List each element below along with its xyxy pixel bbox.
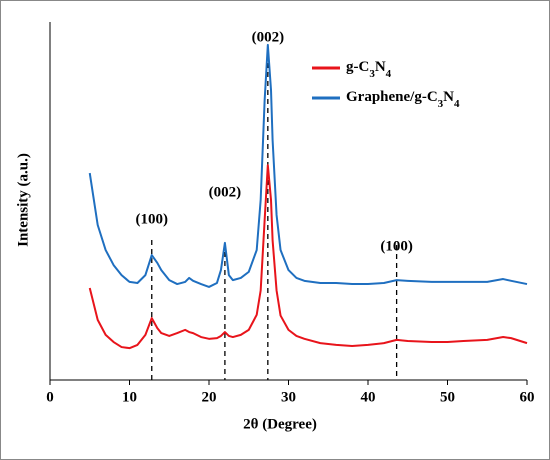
x-tick-label: 50 xyxy=(440,389,455,405)
x-tick-label: 20 xyxy=(202,389,217,405)
x-tick-label: 10 xyxy=(122,389,137,405)
x-tick-label: 30 xyxy=(281,389,296,405)
annotation: (002) xyxy=(252,29,285,45)
x-tick-label: 40 xyxy=(361,389,376,405)
annotation: (100) xyxy=(380,238,413,254)
x-tick-label: 0 xyxy=(46,389,54,405)
y-axis-label: Intensity (a.u.) xyxy=(15,153,31,247)
legend-label: Graphene/g-C3N4 xyxy=(346,89,460,109)
x-axis-label: 2θ (Degree) xyxy=(243,416,317,432)
annotation: (100) xyxy=(136,211,169,227)
series-line xyxy=(88,164,528,350)
annotation: (002) xyxy=(209,184,242,200)
legend-label: g-C3N4 xyxy=(346,59,392,79)
series-line xyxy=(88,43,528,288)
x-tick-label: 60 xyxy=(520,389,535,405)
